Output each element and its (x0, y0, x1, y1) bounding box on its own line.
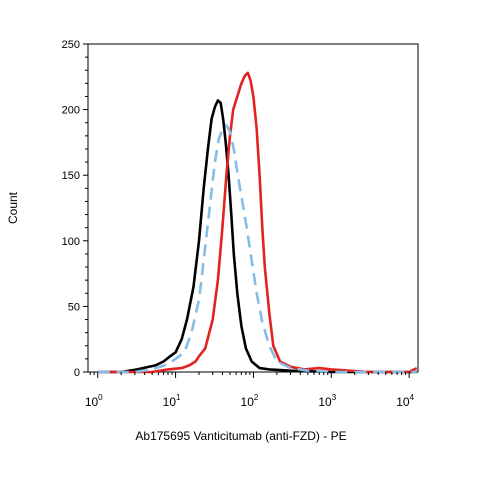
x-axis-label: Ab175695 Vanticitumab (anti-FZD) - PE (135, 429, 346, 443)
y-tick-label: 0 (74, 367, 80, 379)
series-line-1 (97, 99, 417, 374)
series-lines (97, 71, 418, 374)
y-axis-ticks: 0 50 100 150 200 250 (62, 39, 88, 379)
x-tick-label: 103 (318, 393, 336, 409)
series-line-3 (97, 124, 417, 374)
y-tick-label: 250 (62, 39, 80, 51)
x-tick-label: 104 (396, 393, 414, 409)
x-tick-label: 101 (163, 393, 181, 409)
y-axis-label: Count (6, 191, 20, 224)
x-tick-label: 100 (85, 393, 103, 409)
y-tick-label: 200 (62, 105, 80, 117)
x-axis-ticks: 100 101 102 103 104 (85, 372, 415, 409)
y-tick-label: 50 (68, 301, 80, 313)
series-line-2 (97, 71, 418, 374)
y-tick-label: 100 (62, 236, 80, 248)
x-tick-label: 102 (241, 393, 259, 409)
y-tick-label: 150 (62, 170, 80, 182)
